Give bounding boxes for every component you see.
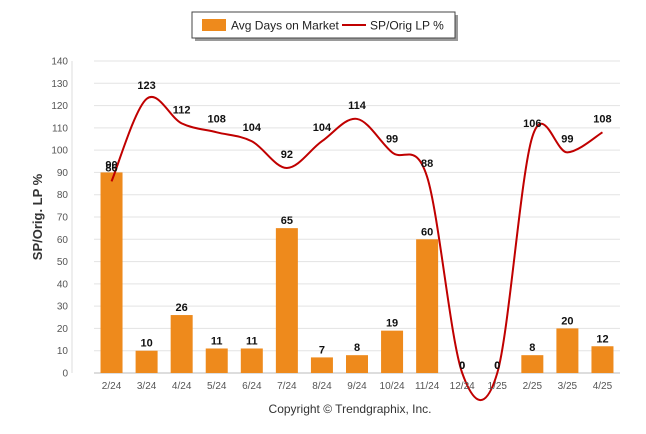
bars — [100, 172, 614, 373]
bar — [416, 239, 439, 373]
line-data-label: 106 — [523, 118, 541, 130]
bar — [381, 330, 404, 373]
legend: Avg Days on Market SP/Orig LP % — [191, 11, 458, 41]
bar-data-label: 8 — [354, 342, 360, 354]
x-tick-label: 6/24 — [242, 381, 262, 392]
bar — [556, 328, 579, 373]
x-tick-label: 3/24 — [137, 381, 157, 392]
legend-label-line: SP/Orig LP % — [370, 19, 444, 33]
bar — [170, 315, 193, 373]
bar — [275, 228, 298, 373]
line-data-label: 108 — [593, 113, 611, 125]
bar-data-label: 11 — [211, 335, 223, 347]
bar — [521, 355, 544, 373]
line-data-label: 0 — [459, 360, 465, 372]
line-data-label: 99 — [561, 133, 573, 145]
bar — [135, 350, 158, 373]
bar-data-label: 60 — [421, 226, 433, 238]
y-tick-label: 20 — [57, 324, 69, 335]
bar-data-label: 7 — [319, 344, 325, 356]
x-tick-label: 5/24 — [207, 381, 227, 392]
y-tick-label: 140 — [51, 57, 68, 68]
y-tick-label: 40 — [57, 279, 69, 290]
y-tick-label: 10 — [57, 346, 69, 357]
line-data-label: 88 — [421, 158, 433, 170]
bar — [205, 348, 228, 373]
line-data-label: 123 — [137, 80, 155, 92]
x-tick-label: 3/25 — [558, 381, 578, 392]
x-tick-label: 1/25 — [488, 381, 508, 392]
y-tick-label: 110 — [52, 123, 68, 134]
y-tick-label: 100 — [51, 146, 68, 157]
bar-data-label: 12 — [596, 333, 608, 345]
x-tick-label: 4/24 — [172, 381, 192, 392]
bar-data-label: 65 — [281, 215, 293, 227]
line-data-label: 104 — [243, 122, 262, 134]
bar — [310, 357, 333, 373]
legend-label-bar: Avg Days on Market — [231, 19, 339, 33]
bar-data-label: 26 — [176, 302, 188, 314]
y-tick-label: 0 — [62, 369, 68, 380]
line-data-label: 0 — [494, 360, 500, 372]
legend-swatch-bar — [202, 19, 226, 31]
bar-data-label: 10 — [140, 338, 152, 350]
bar — [240, 348, 263, 373]
bar — [591, 346, 614, 373]
y-tick-label: 90 — [57, 168, 69, 179]
x-tick-label: 12/24 — [450, 381, 475, 392]
bar-data-label: 8 — [529, 342, 535, 354]
legend-box — [191, 11, 456, 39]
bar-data-label: 19 — [386, 318, 398, 330]
y-tick-label: 60 — [57, 235, 69, 246]
x-tick-label: 2/24 — [102, 381, 122, 392]
bar-data-labels: 90 10 26 11 11 65 7 8 19 60 0 0 8 20 12 — [105, 159, 608, 372]
x-tick-label: 2/25 — [523, 381, 543, 392]
line-series — [110, 95, 604, 402]
bar-data-label: 11 — [246, 335, 258, 347]
line-data-label: 114 — [348, 100, 367, 112]
line-data-label: 92 — [281, 149, 293, 161]
y-tick-label: 130 — [51, 79, 68, 90]
bar — [100, 172, 123, 373]
bar-data-label: 0 — [494, 360, 500, 372]
gridlines — [71, 60, 620, 374]
line-data-label: 108 — [208, 113, 226, 125]
bar — [346, 355, 368, 373]
bar-data-label: 90 — [105, 159, 117, 171]
x-tick-label: 8/24 — [312, 381, 332, 392]
x-tick-label: 9/24 — [347, 381, 367, 392]
line-data-label: 112 — [173, 104, 191, 116]
line-data-label: 104 — [313, 122, 332, 134]
bar-data-label: 20 — [561, 315, 573, 327]
x-tick-label: 10/24 — [380, 381, 405, 392]
y-tick-label: 120 — [51, 101, 68, 112]
y-tick-label: 50 — [57, 257, 69, 268]
x-tick-label: 7/24 — [277, 381, 297, 392]
x-tick-label: 11/24 — [415, 381, 440, 392]
y-tick-label: 30 — [57, 302, 69, 313]
y-axis-ticks: 0 10 20 30 40 50 60 70 80 90 100 110 120 130 140 — [51, 57, 68, 380]
y-axis-label: SP/Orig. LP % — [30, 173, 45, 260]
line-data-label: 86 — [105, 162, 117, 174]
copyright-text: Copyright © Trendgraphix, Inc. — [269, 402, 432, 416]
x-axis-ticks: 2/24 3/24 4/24 5/24 6/24 7/24 8/24 9/24 10/24 11/… — [102, 381, 613, 392]
x-tick-label: 4/25 — [593, 381, 613, 392]
line-data-label: 99 — [386, 133, 398, 145]
y-tick-label: 70 — [57, 213, 69, 224]
y-tick-label: 80 — [57, 190, 69, 201]
bar-data-label: 0 — [459, 360, 465, 372]
